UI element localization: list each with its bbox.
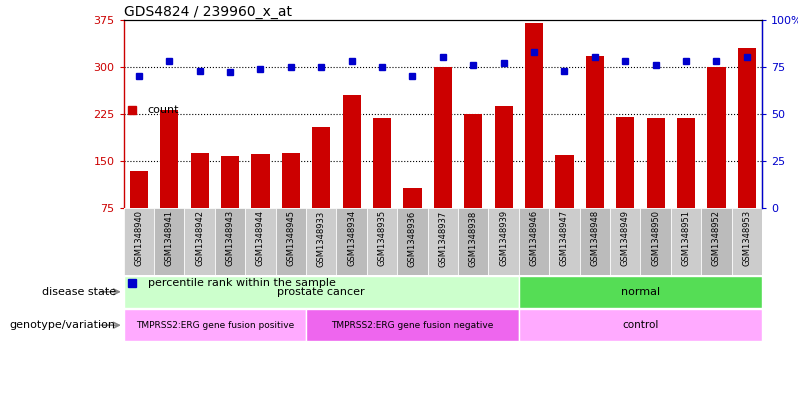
Text: count: count [148, 105, 179, 115]
Text: disease state: disease state [41, 287, 116, 297]
Bar [221, 156, 239, 208]
Text: prostate cancer: prostate cancer [278, 287, 365, 297]
Text: GSM1348936: GSM1348936 [408, 210, 417, 266]
Text: GSM1348950: GSM1348950 [651, 210, 660, 266]
Bar [671, 208, 701, 275]
Text: TMPRSS2:ERG gene fusion negative: TMPRSS2:ERG gene fusion negative [331, 321, 494, 330]
Bar [160, 110, 179, 208]
Bar [306, 208, 337, 275]
Bar [701, 208, 732, 275]
Text: GSM1348952: GSM1348952 [712, 210, 721, 266]
Text: GSM1348942: GSM1348942 [196, 210, 204, 266]
Bar [555, 155, 574, 208]
Bar [549, 208, 579, 275]
Bar [306, 309, 519, 341]
Text: percentile rank within the sample: percentile rank within the sample [148, 278, 335, 288]
Text: GSM1348946: GSM1348946 [530, 210, 539, 266]
Bar [707, 67, 725, 208]
Bar [428, 208, 458, 275]
Text: GSM1348934: GSM1348934 [347, 210, 356, 266]
Bar [130, 171, 148, 208]
Bar [154, 208, 184, 275]
Text: GSM1348953: GSM1348953 [742, 210, 752, 266]
Text: GSM1348944: GSM1348944 [256, 210, 265, 266]
Bar [124, 276, 519, 308]
Bar [610, 208, 641, 275]
Text: GSM1348945: GSM1348945 [286, 210, 295, 266]
Bar [616, 117, 634, 208]
Bar [275, 208, 306, 275]
Text: GSM1348949: GSM1348949 [621, 210, 630, 266]
Text: GSM1348943: GSM1348943 [226, 210, 235, 266]
Bar [245, 208, 275, 275]
Bar [124, 208, 154, 275]
Text: control: control [622, 320, 658, 330]
Text: GSM1348938: GSM1348938 [468, 210, 478, 266]
Bar [373, 118, 391, 208]
Text: GSM1348951: GSM1348951 [681, 210, 690, 266]
Bar [677, 118, 695, 208]
Bar [434, 67, 452, 208]
Bar [646, 118, 665, 208]
Text: genotype/variation: genotype/variation [10, 320, 116, 330]
Text: GSM1348933: GSM1348933 [317, 210, 326, 266]
Text: GSM1348941: GSM1348941 [165, 210, 174, 266]
Bar [215, 208, 245, 275]
Bar [641, 208, 671, 275]
Text: TMPRSS2:ERG gene fusion positive: TMPRSS2:ERG gene fusion positive [136, 321, 294, 330]
Bar [519, 309, 762, 341]
Text: GDS4824 / 239960_x_at: GDS4824 / 239960_x_at [124, 5, 292, 18]
Bar [732, 208, 762, 275]
Bar [184, 208, 215, 275]
Bar [579, 208, 610, 275]
Bar [397, 208, 428, 275]
Bar [464, 114, 483, 208]
Text: GSM1348937: GSM1348937 [438, 210, 448, 266]
Bar [586, 56, 604, 208]
Text: normal: normal [621, 287, 660, 297]
Bar [312, 127, 330, 208]
Bar [525, 23, 543, 208]
Bar [282, 153, 300, 208]
Bar [251, 154, 270, 208]
Bar [403, 188, 421, 208]
Text: GSM1348935: GSM1348935 [377, 210, 386, 266]
Bar [488, 208, 519, 275]
Bar [495, 106, 513, 208]
Bar [519, 208, 549, 275]
Bar [367, 208, 397, 275]
Text: GSM1348940: GSM1348940 [134, 210, 144, 266]
Text: GSM1348939: GSM1348939 [500, 210, 508, 266]
Text: GSM1348947: GSM1348947 [560, 210, 569, 266]
Bar [124, 309, 306, 341]
Bar [191, 153, 209, 208]
Text: GSM1348948: GSM1348948 [591, 210, 599, 266]
Bar [519, 276, 762, 308]
Bar [337, 208, 367, 275]
Bar [738, 48, 756, 208]
Bar [458, 208, 488, 275]
Bar [342, 95, 361, 208]
